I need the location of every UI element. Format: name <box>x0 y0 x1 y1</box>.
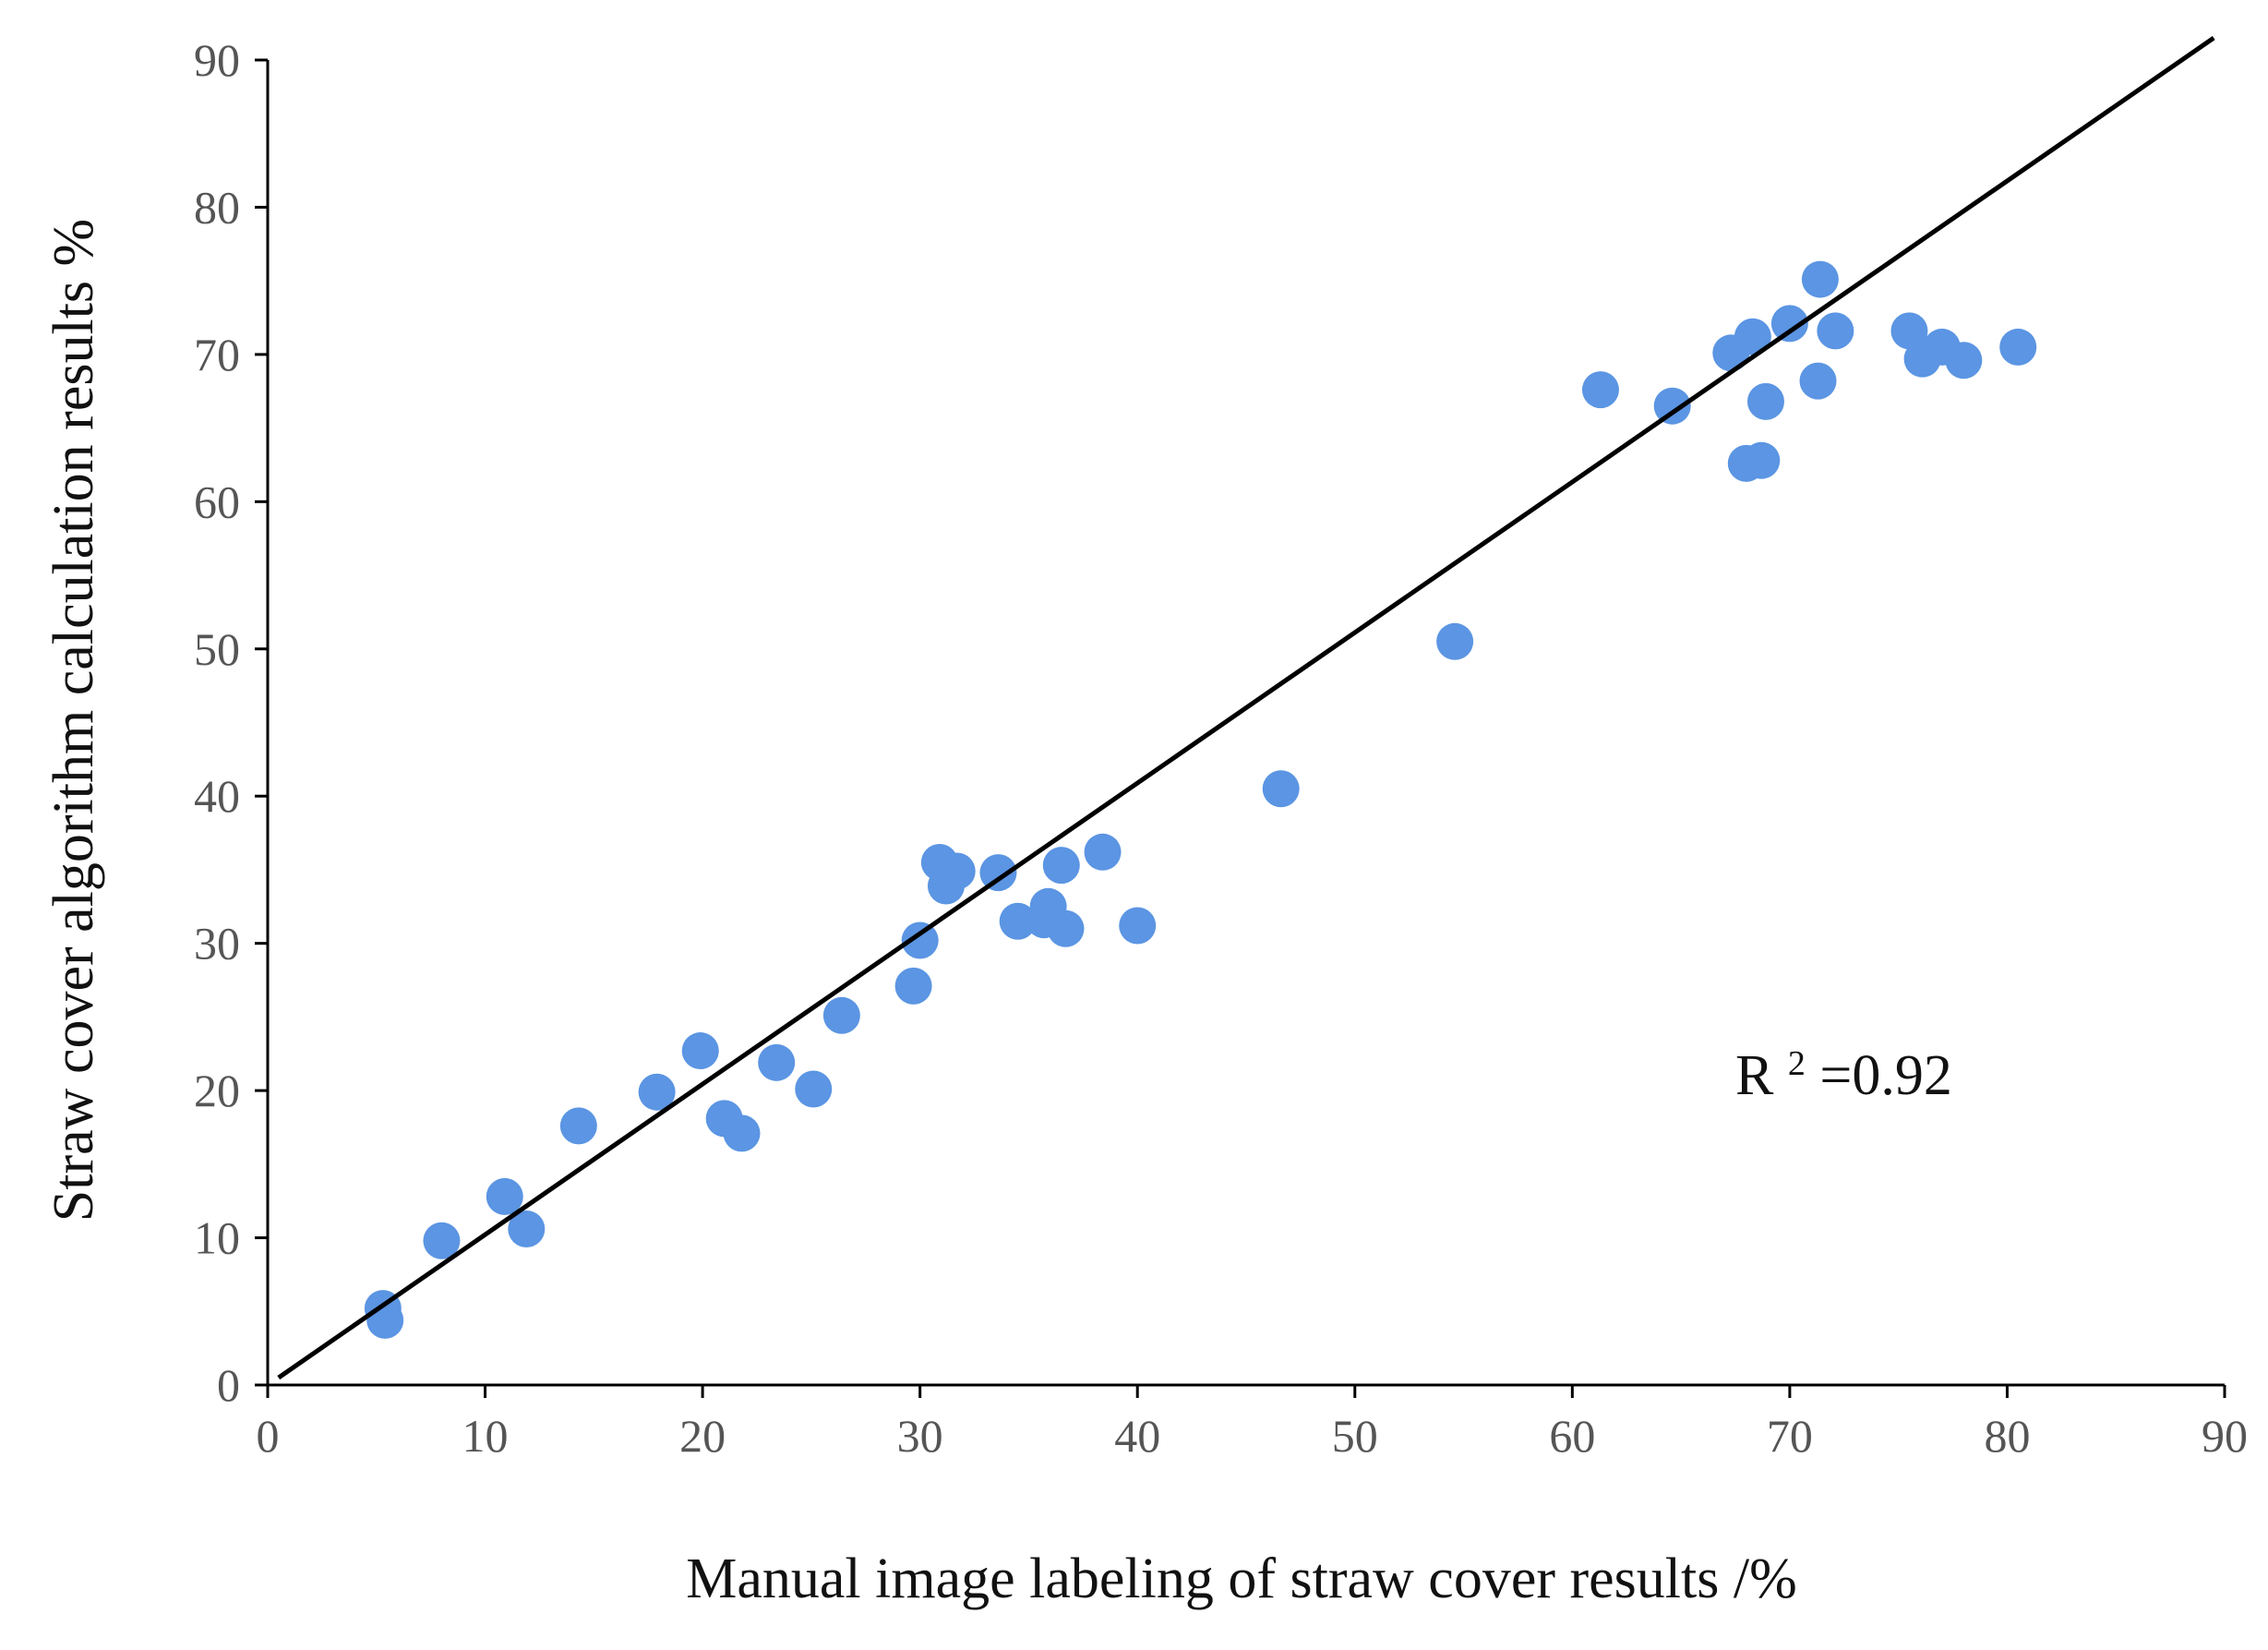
data-point <box>1084 833 1122 871</box>
data-point <box>723 1114 761 1152</box>
y-tick-label: 10 <box>194 1212 240 1264</box>
x-tick-label: 10 <box>462 1410 509 1462</box>
x-tick-label: 30 <box>897 1410 943 1462</box>
r-squared-base: R <box>1735 1044 1774 1107</box>
data-point <box>1890 312 1928 350</box>
data-point <box>1801 260 1839 298</box>
data-point <box>979 854 1017 892</box>
data-point <box>999 902 1037 940</box>
data-point <box>681 1032 719 1070</box>
data-point <box>638 1073 676 1111</box>
x-tick-label: 0 <box>257 1410 280 1462</box>
data-point <box>1817 312 1854 350</box>
x-tick-label: 70 <box>1767 1410 1813 1462</box>
data-point <box>1799 362 1837 400</box>
x-axis-title: Manual image labeling of straw cover res… <box>686 1548 1796 1610</box>
data-point <box>1042 847 1080 885</box>
x-tick-label: 40 <box>1114 1410 1160 1462</box>
data-point <box>1119 907 1157 945</box>
y-tick-label: 0 <box>217 1359 240 1411</box>
data-point <box>1743 441 1781 479</box>
data-point <box>1999 328 2037 366</box>
r-squared-superscript: 2 <box>1788 1044 1806 1083</box>
fit-line <box>277 36 2215 1380</box>
data-point <box>423 1222 461 1259</box>
data-point <box>1746 382 1784 420</box>
y-tick-label: 40 <box>194 770 240 822</box>
data-point <box>795 1070 833 1108</box>
y-tick-label: 70 <box>194 329 240 380</box>
y-tick-label: 20 <box>194 1065 240 1116</box>
data-point <box>1945 342 1983 379</box>
x-tick-label: 50 <box>1332 1410 1378 1462</box>
data-point <box>1262 770 1300 808</box>
y-tick-label: 60 <box>194 476 240 527</box>
data-point <box>901 921 939 959</box>
data-point <box>486 1177 523 1215</box>
data-point <box>1436 622 1474 660</box>
data-point <box>938 852 976 890</box>
r-squared-annotation: R 2 =0.92 <box>1735 1044 1952 1107</box>
data-point <box>559 1107 597 1145</box>
data-point <box>1047 909 1085 947</box>
data-point <box>822 996 860 1034</box>
y-axis-title: Straw cover algorithm calculation result… <box>42 219 105 1222</box>
x-tick-label: 80 <box>1984 1410 2030 1462</box>
data-point <box>508 1210 546 1247</box>
data-point <box>366 1301 404 1339</box>
r-squared-value: =0.92 <box>1819 1044 1951 1107</box>
data-point <box>758 1043 796 1081</box>
plot-area: 0 10 20 30 40 50 60 70 80 90 0 10 20 30 40 50 60 70 80 90 <box>194 34 2248 1462</box>
x-tick-label: 90 <box>2202 1410 2248 1462</box>
x-tick-label: 20 <box>679 1410 726 1462</box>
data-point <box>894 967 932 1005</box>
data-point <box>1653 387 1691 425</box>
data-point <box>1734 318 1771 355</box>
y-tick-label: 90 <box>194 34 240 86</box>
data-point <box>1581 371 1619 409</box>
y-tick-label: 50 <box>194 623 240 675</box>
x-tick-label: 60 <box>1549 1410 1595 1462</box>
y-tick-label: 80 <box>194 181 240 233</box>
data-point <box>1770 305 1808 343</box>
y-tick-label: 30 <box>194 918 240 970</box>
